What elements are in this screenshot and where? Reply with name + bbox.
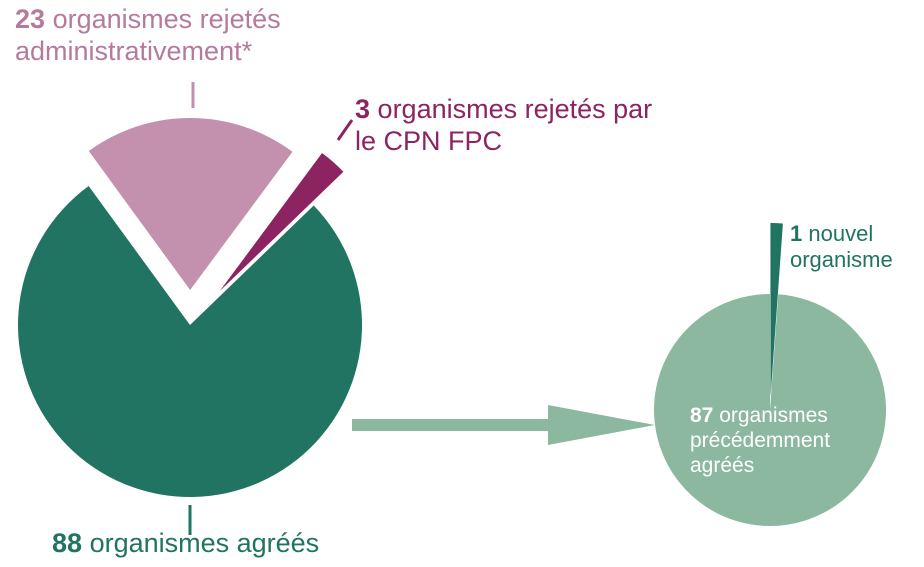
slice-category: organismes rejetés par le CPN FPC [355,94,653,156]
slice-value: 1 [790,221,803,246]
pie-slice [654,294,887,526]
slice-value: 87 [690,404,714,427]
slice-label: 1 nouvel organisme [790,221,920,273]
slice-value: 23 [15,4,46,34]
leader-line [336,119,354,141]
slice-category: organismes précédemment agréés [690,404,831,477]
slice-category: organismes rejetés administrativement* [15,4,281,66]
slice-label: 23 organismes rejetés administrativement… [15,4,305,68]
slice-value: 3 [355,94,371,124]
pie-slice [18,186,362,498]
slice-category: nouvel organisme [790,221,893,272]
slice-label: 88 organismes agréés [52,528,472,560]
pie-slice [88,118,293,291]
slice-category: organismes agréés [89,528,320,558]
slice-label: 87 organismes précédemment agréés [690,404,865,478]
arrow-shaft [352,419,552,431]
slice-value: 88 [52,528,83,558]
slice-label: 3 organismes rejetés par le CPN FPC [355,94,655,158]
pie-slice [770,223,783,399]
pie-slice [219,152,344,292]
arrow-head [548,405,655,445]
